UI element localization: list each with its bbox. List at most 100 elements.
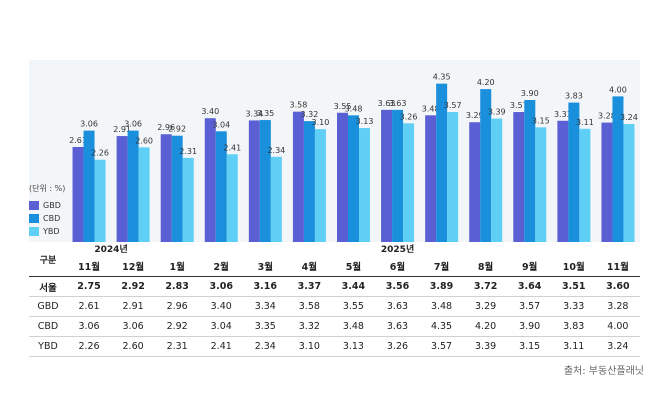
- table-row-ybd: YBD 2.26 2.60 2.31 2.41 2.34 3.10 3.13 3.26 3.57…: [29, 336, 640, 357]
- ybd-cell: 3.57: [419, 336, 464, 357]
- gbd-cell: 3.63: [375, 296, 420, 317]
- legend-gbd: GBD: [29, 201, 61, 211]
- seoul-cell: 3.51: [551, 276, 596, 297]
- bar-gbd-5: [292, 111, 304, 243]
- ybd-cell: 2.26: [67, 336, 112, 357]
- seoul-cell: 3.37: [287, 276, 332, 297]
- ybd-cell: 3.15: [507, 336, 552, 357]
- bar-cbd-1: [127, 130, 139, 242]
- month-header: 10월: [551, 255, 596, 277]
- label-ybd-8: 3.57: [444, 101, 462, 110]
- legend-gbd-label: GBD: [43, 201, 61, 210]
- label-gbd-9: 3.29: [466, 111, 484, 120]
- table-month-row: 11월 12월 1월 2월 3월 4월 5월 6월 7월 8월 9월 10월 11월: [29, 255, 640, 277]
- ybd-cell: 3.11: [551, 336, 596, 357]
- table-row-cbd: CBD 3.06 3.06 2.92 3.04 3.35 3.32 3.48 3.63 4.35…: [29, 316, 640, 337]
- seoul-cell: 3.64: [507, 276, 552, 297]
- bar-cbd-0: [83, 130, 95, 242]
- label-ybd-2: 2.31: [179, 147, 197, 156]
- month-header: 5월: [331, 255, 376, 277]
- label-gbd-4: 3.34: [245, 109, 263, 118]
- label-cbd-5: 3.32: [301, 110, 319, 119]
- bar-gbd-1: [116, 136, 128, 242]
- ybd-cell: 2.31: [155, 336, 200, 357]
- legend-ybd-label: YBD: [43, 227, 60, 236]
- bar-cbd-4: [259, 120, 271, 242]
- label-gbd-0: 2.61: [69, 136, 87, 145]
- bar-cbd-11: [568, 102, 580, 242]
- gbd-cell: 3.28: [595, 296, 640, 317]
- month-header: 7월: [419, 255, 464, 277]
- seoul-cell: 3.56: [375, 276, 420, 297]
- label-cbd-2: 2.92: [168, 125, 186, 134]
- bar-ybd-0: [94, 159, 106, 242]
- gbd-cell: 3.29: [463, 296, 508, 317]
- gbd-cell: 2.61: [67, 296, 112, 317]
- gbd-cell: 3.33: [551, 296, 596, 317]
- month-header: 4월: [287, 255, 332, 277]
- bar-ybd-3: [226, 154, 238, 242]
- seoul-cell: 2.75: [67, 276, 112, 297]
- cbd-cell: 3.83: [551, 316, 596, 337]
- bar-gbd-12: [601, 122, 613, 242]
- bar-gbd-7: [381, 109, 393, 242]
- gbd-cell: 3.34: [243, 296, 288, 317]
- label-ybd-7: 3.26: [400, 112, 418, 121]
- ybd-cell: 3.10: [287, 336, 332, 357]
- cbd-cell: 4.00: [595, 316, 640, 337]
- month-header: 12월: [111, 255, 156, 277]
- bar-cbd-2: [171, 135, 183, 242]
- seoul-cell: 3.06: [199, 276, 244, 297]
- bar-ybd-7: [403, 123, 415, 242]
- month-header: 11월: [67, 255, 112, 277]
- bar-cbd-12: [612, 96, 624, 242]
- legend-gbd-swatch: [29, 201, 39, 210]
- label-cbd-6: 3.48: [345, 104, 363, 113]
- bar-ybd-4: [270, 156, 282, 242]
- bar-cbd-6: [348, 115, 359, 242]
- data-table: 구분 2024년 2025년 11월 12월 1월 2월 3월 4월 5월 6월 7월 8월 9월 1…: [29, 242, 640, 357]
- table-row-seoul: 서울 2.75 2.92 2.83 3.06 3.16 3.37 3.44 3.56 3.89 3…: [29, 276, 640, 297]
- bar-gbd-3: [204, 118, 216, 242]
- table-header-label: 구분: [29, 242, 67, 277]
- seoul-cell: 3.44: [331, 276, 376, 297]
- cbd-cell: 3.06: [67, 316, 112, 337]
- bar-ybd-8: [447, 112, 459, 243]
- bar-cbd-7: [392, 109, 404, 242]
- legend-cbd: CBD: [29, 214, 60, 224]
- bar-ybd-11: [579, 128, 591, 242]
- label-gbd-5: 3.58: [290, 101, 308, 110]
- month-header: 8월: [463, 255, 508, 277]
- row-label-gbd: GBD: [29, 296, 67, 317]
- gbd-cell: 3.57: [507, 296, 552, 317]
- cbd-cell: 3.04: [199, 316, 244, 337]
- cbd-cell: 4.20: [463, 316, 508, 337]
- label-ybd-5: 3.10: [312, 118, 330, 127]
- label-gbd-8: 3.48: [422, 104, 440, 113]
- bar-cbd-8: [436, 83, 448, 243]
- label-ybd-4: 2.34: [267, 146, 285, 155]
- seoul-cell: 2.92: [111, 276, 156, 297]
- year-2025-label: 2025년: [380, 245, 415, 255]
- bar-gbd-8: [425, 115, 437, 242]
- seoul-cell: 2.83: [155, 276, 200, 297]
- seoul-cell: 3.72: [463, 276, 508, 297]
- bar-cbd-5: [303, 121, 315, 242]
- month-header: 3월: [243, 255, 288, 277]
- label-gbd-3: 3.40: [201, 107, 219, 116]
- bar-ybd-2: [182, 157, 194, 242]
- cbd-cell: 3.35: [243, 316, 288, 337]
- label-gbd-12: 3.28: [598, 112, 616, 121]
- ybd-cell: 2.34: [243, 336, 288, 357]
- label-gbd-2: 2.96: [157, 123, 175, 132]
- label-cbd-11: 3.83: [565, 92, 583, 101]
- gbd-cell: 2.96: [155, 296, 200, 317]
- legend-cbd-swatch: [29, 214, 39, 223]
- legend-ybd: YBD: [29, 227, 60, 237]
- year-2024-label: 2024년: [94, 245, 128, 255]
- label-gbd-6: 3.55: [334, 102, 352, 111]
- row-label-ybd: YBD: [29, 336, 67, 357]
- bar-ybd-1: [138, 147, 150, 242]
- ybd-cell: 3.13: [331, 336, 376, 357]
